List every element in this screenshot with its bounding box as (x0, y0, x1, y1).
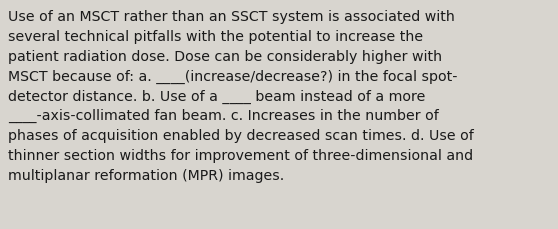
Text: Use of an MSCT rather than an SSCT system is associated with
several technical p: Use of an MSCT rather than an SSCT syste… (8, 10, 474, 182)
